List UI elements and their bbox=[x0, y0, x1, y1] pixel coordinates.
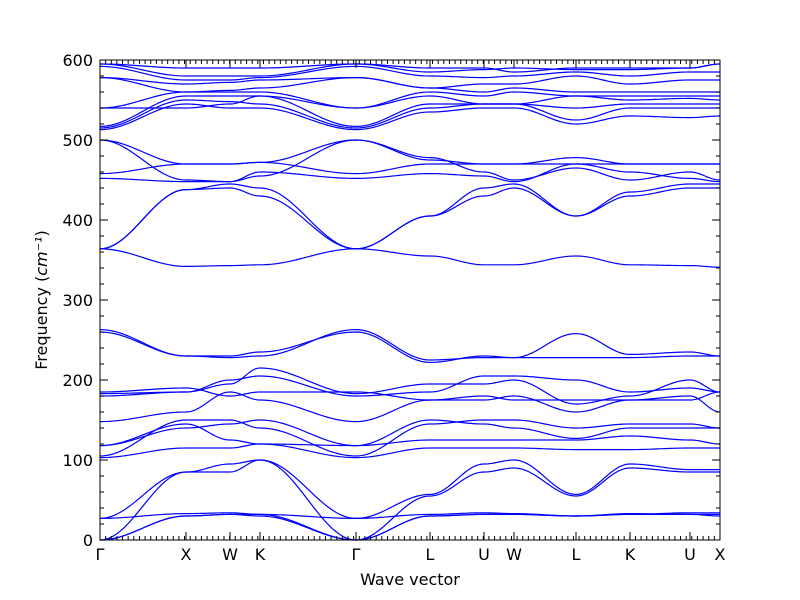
band-line-29 bbox=[99, 75, 720, 89]
x-tick-label-3: W bbox=[222, 545, 238, 564]
plot-frame bbox=[99, 59, 721, 541]
x-tick-label-12: X bbox=[715, 545, 726, 564]
band-line-6 bbox=[99, 443, 720, 459]
x-axis-title: Wave vector bbox=[360, 570, 460, 589]
band-line-22 bbox=[99, 139, 721, 183]
y-tick-label-400: 400 bbox=[62, 211, 93, 230]
band-line-15 bbox=[99, 329, 720, 361]
y-axis-ticks: 0 100 200 300 400 500 600 bbox=[62, 51, 720, 550]
band-line-17 bbox=[99, 183, 720, 250]
y-axis-title-text: Frequency bbox=[32, 287, 51, 370]
band-line-12 bbox=[99, 367, 721, 405]
band-line-2 bbox=[99, 512, 720, 541]
x-tick-label-8: W bbox=[506, 545, 522, 564]
x-tick-label-2: X bbox=[181, 545, 192, 564]
band-line-16 bbox=[99, 187, 720, 250]
band-lines bbox=[99, 63, 721, 541]
band-line-30 bbox=[99, 65, 720, 81]
band-line-4 bbox=[99, 459, 720, 519]
band-line-23 bbox=[99, 103, 721, 131]
x-tick-label-7: U bbox=[478, 545, 490, 564]
band-line-21 bbox=[99, 139, 720, 165]
x-tick-label-9: L bbox=[572, 545, 581, 564]
band-line-8 bbox=[99, 419, 720, 447]
x-tick-label-1: Γ bbox=[96, 545, 105, 564]
y-tick-label-0: 0 bbox=[83, 531, 93, 550]
band-line-26 bbox=[100, 95, 721, 109]
y-axis-title: Frequency (cm⁻¹) bbox=[32, 230, 51, 369]
y-tick-label-100: 100 bbox=[62, 451, 93, 470]
y-tick-label-300: 300 bbox=[62, 291, 93, 310]
y-axis-title-unit-close: ) bbox=[32, 230, 51, 236]
band-line-27 bbox=[99, 91, 720, 109]
y-tick-label-500: 500 bbox=[62, 131, 93, 150]
band-line-24 bbox=[99, 99, 720, 129]
y-axis-title-unit: cm⁻¹ bbox=[32, 237, 51, 276]
band-line-9 bbox=[99, 423, 721, 447]
band-line-3 bbox=[99, 459, 720, 541]
band-line-5 bbox=[99, 512, 721, 519]
band-line-19 bbox=[99, 163, 721, 183]
band-line-18 bbox=[99, 248, 721, 268]
x-tick-label-11: U bbox=[684, 545, 696, 564]
x-tick-label-4: K bbox=[255, 545, 266, 564]
band-line-28 bbox=[99, 77, 720, 93]
band-line-32 bbox=[99, 63, 721, 73]
band-line-31 bbox=[99, 63, 721, 77]
x-tick-label-6: L bbox=[426, 545, 435, 564]
band-line-25 bbox=[99, 95, 720, 127]
band-line-13 bbox=[99, 387, 721, 401]
y-axis-title-unit-open: ( bbox=[32, 276, 51, 287]
y-tick-label-600: 600 bbox=[62, 51, 93, 70]
x-tick-label-5: Γ bbox=[352, 545, 361, 564]
x-tick-label-10: K bbox=[625, 545, 636, 564]
y-tick-label-200: 200 bbox=[62, 371, 93, 390]
